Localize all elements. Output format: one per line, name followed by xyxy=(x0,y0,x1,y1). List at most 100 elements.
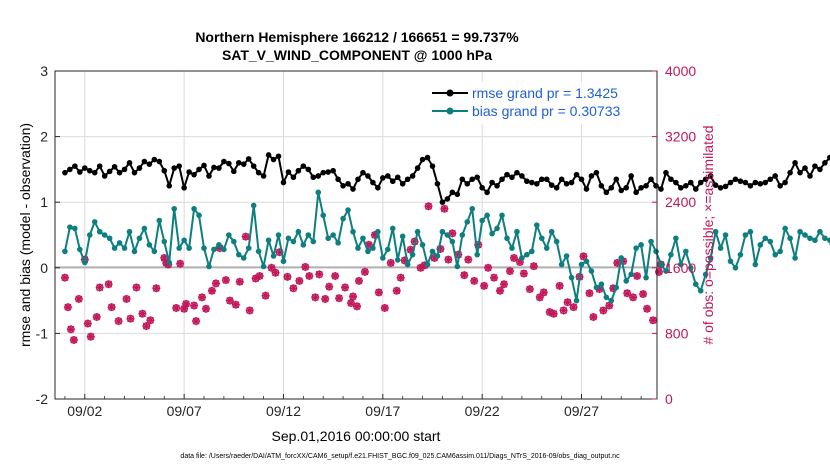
bias-point xyxy=(419,242,426,248)
rmse-point xyxy=(255,169,262,176)
rmse-point xyxy=(529,179,535,186)
rmse-point xyxy=(171,165,178,171)
x-tick-label: 09/02 xyxy=(67,403,102,419)
rmse-point xyxy=(822,160,828,166)
assimilated-obs-marker xyxy=(95,283,104,292)
bias-point xyxy=(429,248,436,255)
rmse-point xyxy=(583,186,590,192)
legend-bias-marker xyxy=(446,107,454,115)
assimilated-obs-marker xyxy=(152,284,161,293)
assimilated-obs-marker xyxy=(525,285,534,294)
bias-point xyxy=(345,207,351,213)
bias-point xyxy=(121,245,128,251)
rmse-point xyxy=(663,169,669,176)
rmse-point xyxy=(767,176,774,183)
bias-point xyxy=(792,255,798,261)
bias-point xyxy=(141,225,148,232)
y2-tick-label: 2400 xyxy=(665,194,696,210)
assimilated-obs-marker xyxy=(484,263,493,272)
assimilated-obs-marker xyxy=(349,292,358,301)
assimilated-obs-marker xyxy=(231,300,240,309)
bias-point xyxy=(126,228,133,235)
bias-point xyxy=(439,228,446,235)
assimilated-obs-marker xyxy=(364,240,373,249)
rmse-point xyxy=(608,184,615,191)
rmse-point xyxy=(146,161,153,167)
rmse-point xyxy=(573,171,580,178)
bias-point xyxy=(394,257,401,263)
bias-point xyxy=(240,255,247,261)
rmse-point xyxy=(235,160,242,166)
rmse-point xyxy=(424,154,431,161)
rmse-point xyxy=(370,179,376,186)
assimilated-obs-marker xyxy=(509,253,518,262)
bias-point xyxy=(618,255,625,261)
bias-point xyxy=(171,205,178,212)
bias-point xyxy=(111,245,118,251)
bias-point xyxy=(330,232,336,238)
rmse-point xyxy=(568,179,575,186)
obs-count-markers xyxy=(60,202,665,344)
rmse-point xyxy=(315,173,322,179)
bias-point xyxy=(444,232,451,238)
rmse-point xyxy=(86,167,93,174)
rmse-point xyxy=(827,154,830,161)
assimilated-obs-marker xyxy=(420,261,429,270)
bias-point xyxy=(384,246,391,253)
assimilated-obs-marker xyxy=(251,274,260,283)
bias-point xyxy=(519,255,525,261)
x-tick-label: 09/12 xyxy=(266,403,301,419)
rmse-point xyxy=(638,184,644,191)
bias-point xyxy=(802,232,808,238)
bias-point xyxy=(389,225,396,232)
bias-point xyxy=(623,278,630,284)
assimilated-obs-marker xyxy=(255,272,264,280)
bias-point xyxy=(742,232,749,238)
rmse-point xyxy=(772,173,779,179)
bias-point xyxy=(290,238,297,245)
x-tick-label: 09/17 xyxy=(365,403,400,419)
bias-point xyxy=(260,263,267,270)
bias-point xyxy=(116,240,123,246)
assimilated-obs-marker xyxy=(448,229,457,238)
bias-point xyxy=(509,245,515,251)
rmse-point xyxy=(802,165,808,171)
rmse-point xyxy=(399,181,406,187)
assimilated-obs-marker xyxy=(430,253,439,262)
rmse-point xyxy=(727,179,734,186)
bias-point xyxy=(201,245,207,251)
bias-point xyxy=(360,235,366,242)
bias-point xyxy=(484,212,490,219)
rmse-point xyxy=(817,166,823,173)
rmse-point xyxy=(161,167,168,174)
rmse-point xyxy=(191,171,197,178)
assimilated-obs-marker xyxy=(325,282,334,291)
y2-tick-label: 3200 xyxy=(665,129,696,145)
assimilated-obs-marker xyxy=(126,314,135,323)
bias-point xyxy=(82,259,88,266)
bias-point xyxy=(454,263,461,270)
assimilated-obs-marker xyxy=(654,267,663,276)
bias-point xyxy=(206,263,212,270)
bias-point xyxy=(593,284,600,291)
bias-point xyxy=(131,248,138,255)
bias-point xyxy=(797,228,803,235)
assimilated-obs-marker xyxy=(436,244,445,253)
rmse-point xyxy=(797,169,803,176)
y2-axis-label: # of obs: o=possible; ×=assimilated xyxy=(700,125,716,344)
bias-point xyxy=(101,232,108,238)
rmse-point xyxy=(176,163,182,169)
rmse-point xyxy=(777,183,783,189)
rmse-point xyxy=(563,181,570,187)
bias-point xyxy=(166,259,173,266)
assimilated-obs-marker xyxy=(609,284,618,293)
rmse-point xyxy=(116,169,123,176)
bias-point xyxy=(265,237,272,244)
bias-point xyxy=(583,258,590,265)
rmse-point xyxy=(712,182,719,188)
rmse-point xyxy=(474,174,480,181)
assimilated-obs-marker xyxy=(480,281,489,290)
bias-point xyxy=(524,251,530,258)
chart-title: Northern Hemisphere 166212 / 166651 = 99… xyxy=(195,29,519,45)
bias-point xyxy=(434,253,441,259)
